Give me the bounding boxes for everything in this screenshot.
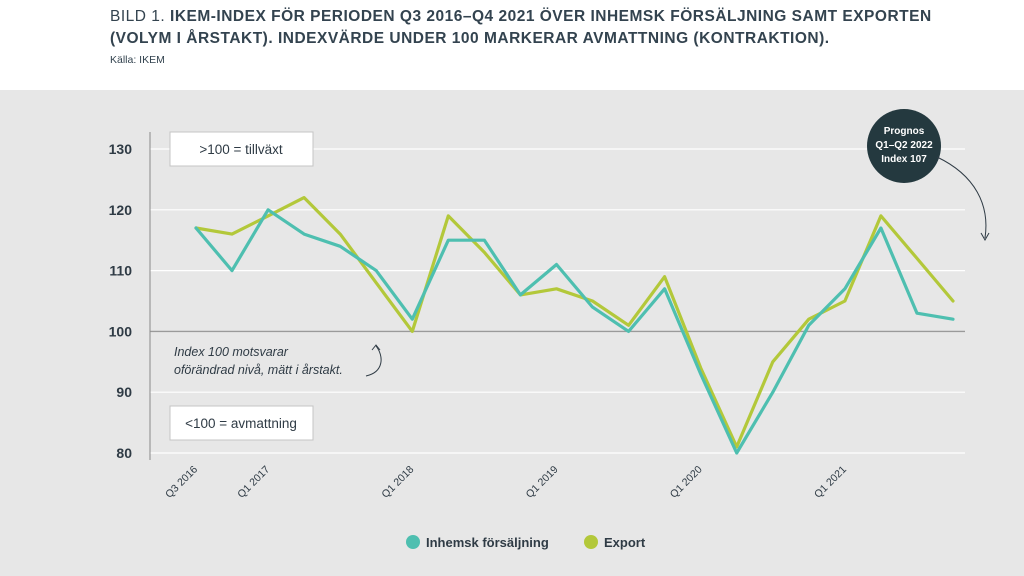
figure-title: BILD 1. IKEM-INDEX FÖR PERIODEN Q3 2016–… — [110, 6, 990, 50]
y-axis-ticks: 80 90 100 110 120 130 — [109, 141, 133, 461]
x-tick-label: Q1 2019 — [524, 464, 561, 501]
legend-marker-export — [584, 535, 598, 549]
figure-header: BILD 1. IKEM-INDEX FÖR PERIODEN Q3 2016–… — [110, 6, 990, 66]
forecast-arrow — [936, 156, 987, 239]
series-line-export — [194, 196, 955, 449]
forecast-line1: Prognos — [884, 126, 925, 137]
figure-number: BILD 1. — [110, 8, 166, 25]
x-tick-label: Q1 2018 — [379, 464, 416, 501]
slowdown-annotation: <100 = avmattning — [169, 405, 314, 441]
y-tick-label: 120 — [109, 202, 133, 218]
x-tick-label: Q3 2016 — [163, 464, 200, 501]
forecast-circle — [867, 109, 941, 183]
x-tick-label: Q1 2017 — [235, 464, 272, 501]
series-lines — [194, 196, 955, 455]
index-note-line2: oförändrad nivå, mätt i årstakt. — [174, 363, 343, 377]
figure-title-text: IKEM-INDEX FÖR PERIODEN Q3 2016–Q4 2021 … — [110, 8, 932, 47]
x-tick-label: Q1 2021 — [812, 464, 849, 501]
y-tick-label: 80 — [116, 445, 132, 461]
slowdown-label: <100 = avmattning — [185, 416, 297, 431]
index-note: Index 100 motsvarar oförändrad nivå, mät… — [174, 344, 382, 377]
y-tick-label: 100 — [109, 323, 133, 339]
growth-box — [169, 131, 314, 167]
series-line-inhemsk — [194, 208, 955, 455]
growth-label: >100 = tillväxt — [199, 142, 283, 157]
legend-marker-inhemsk — [406, 535, 420, 549]
y-tick-label: 110 — [109, 263, 132, 279]
slowdown-box — [169, 405, 314, 441]
x-tick-label: Q1 2020 — [668, 464, 705, 501]
index-note-arrow — [365, 345, 382, 377]
legend: Inhemsk försäljning Export — [406, 535, 646, 550]
chart-panel — [0, 90, 1024, 576]
legend-label-export: Export — [604, 535, 646, 550]
forecast-line2: Q1–Q2 2022 — [875, 140, 933, 151]
growth-annotation: >100 = tillväxt — [169, 131, 314, 167]
x-axis-ticks: Q3 2016 Q1 2017 Q1 2018 Q1 2019 Q1 2020 Q1 20… — [163, 464, 849, 501]
forecast-annotation: Prognos Q1–Q2 2022 Index 107 — [867, 109, 990, 242]
legend-label-inhemsk: Inhemsk försäljning — [426, 535, 549, 550]
figure-source: Källa: IKEM — [110, 54, 165, 66]
index-note-arrowhead — [371, 344, 381, 351]
forecast-line3: Index 107 — [881, 154, 927, 165]
y-tick-label: 90 — [116, 384, 132, 400]
forecast-arrowhead — [980, 232, 990, 242]
y-tick-label: 130 — [109, 141, 133, 157]
index-note-line1: Index 100 motsvarar — [174, 345, 289, 359]
